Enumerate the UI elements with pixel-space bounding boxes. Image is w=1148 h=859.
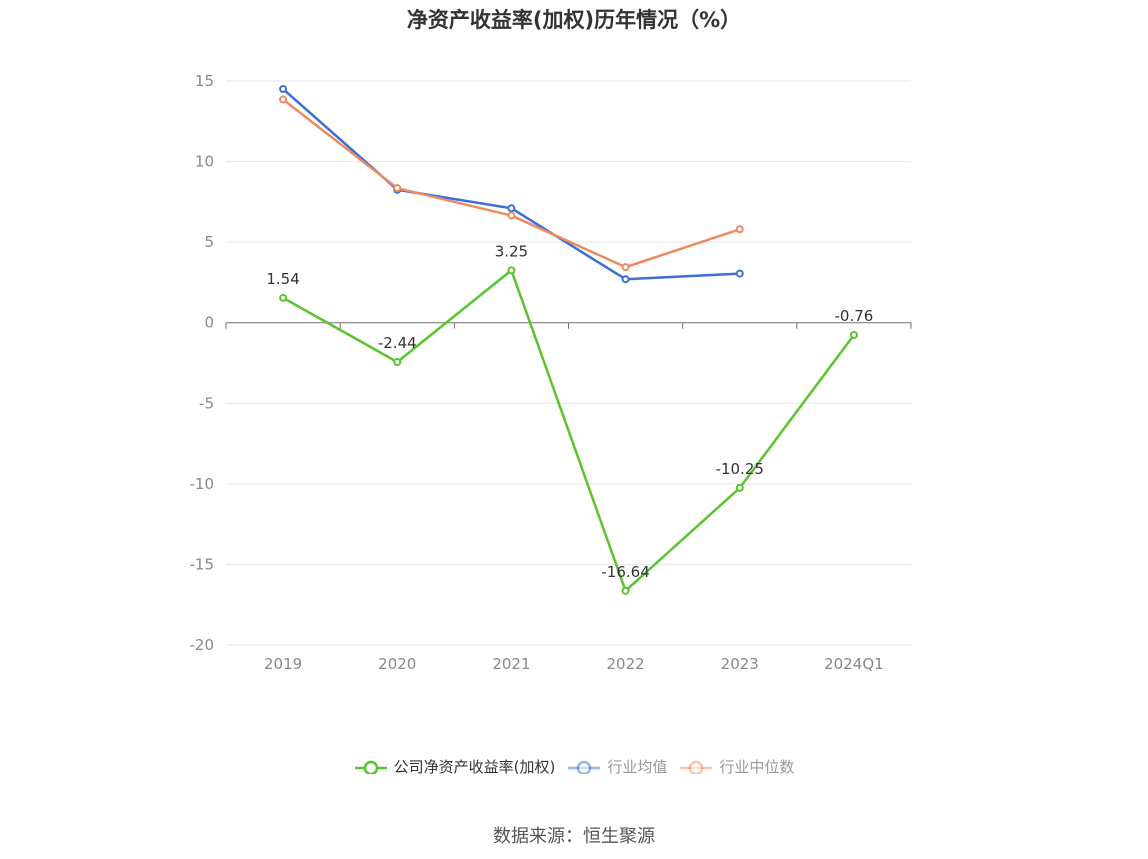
y-tick-label: 0 [204,314,214,332]
x-axis-ticks: 2019 2020 2021 2022 2023 2024Q1 [264,655,884,673]
data-label: 1.54 [266,270,299,288]
y-tick-label: -10 [190,475,215,493]
data-point[interactable] [507,204,516,213]
legend: 公司净资产收益率(加权) 行业均值 行业中位数 [0,756,1148,778]
data-point[interactable] [621,586,630,595]
data-point[interactable] [393,184,402,193]
data-point[interactable] [279,95,288,104]
data-point[interactable] [849,330,858,339]
data-point[interactable] [279,293,288,302]
y-tick-label: -20 [190,636,215,654]
legend-label: 公司净资产收益率(加权) [393,758,556,776]
x-tick-label: 2020 [378,655,416,673]
legend-item[interactable]: 行业均值 [567,756,667,777]
data-point[interactable] [507,211,516,220]
data-labels: 1.54 -2.44 3.25 -16.64 -10.25 -0.76 [266,242,873,581]
source-note: 数据来源：恒生聚源 [493,826,655,847]
x-tick-label: 2019 [264,655,302,673]
data-label: -0.76 [835,307,874,325]
data-point[interactable] [735,225,744,234]
data-label: -16.64 [601,563,649,581]
data-point[interactable] [279,85,288,94]
y-tick-label: -5 [199,394,214,412]
legend-marker [577,760,592,774]
grid-lines [226,80,911,646]
legend-swatch [568,760,601,774]
legend-swatch [680,760,713,774]
chart-title: 净资产收益率(加权)历年情况（%） [406,8,742,32]
data-point[interactable] [621,263,630,272]
x-tick-label: 2021 [492,655,530,673]
legend-label: 行业均值 [607,758,668,776]
data-point[interactable] [735,269,744,278]
data-label: -10.25 [716,460,764,478]
data-point[interactable] [507,266,516,275]
y-tick-label: 15 [195,72,214,90]
legend-swatch [354,760,387,774]
x-tick-label: 2022 [606,655,644,673]
series-group [279,85,858,595]
legend-marker [689,760,704,774]
data-point[interactable] [621,275,630,284]
x-tick-label: 2024Q1 [824,655,884,673]
legend-marker [363,760,378,774]
axes [225,322,912,329]
data-point[interactable] [735,483,744,492]
legend-item[interactable]: 公司净资产收益率(加权) [354,756,556,777]
y-tick-label: 10 [195,153,214,171]
series-line [282,269,855,593]
y-axis-ticks: 15 10 5 0 -5 -10 -15 -20 [190,72,215,654]
data-label: -2.44 [378,334,417,352]
y-tick-label: 5 [204,233,214,251]
x-tick-label: 2023 [721,655,759,673]
legend-item[interactable]: 行业中位数 [679,756,794,777]
legend-label: 行业中位数 [719,758,795,776]
data-label: 3.25 [495,242,528,260]
data-point[interactable] [393,358,402,367]
y-tick-label: -15 [190,555,215,573]
